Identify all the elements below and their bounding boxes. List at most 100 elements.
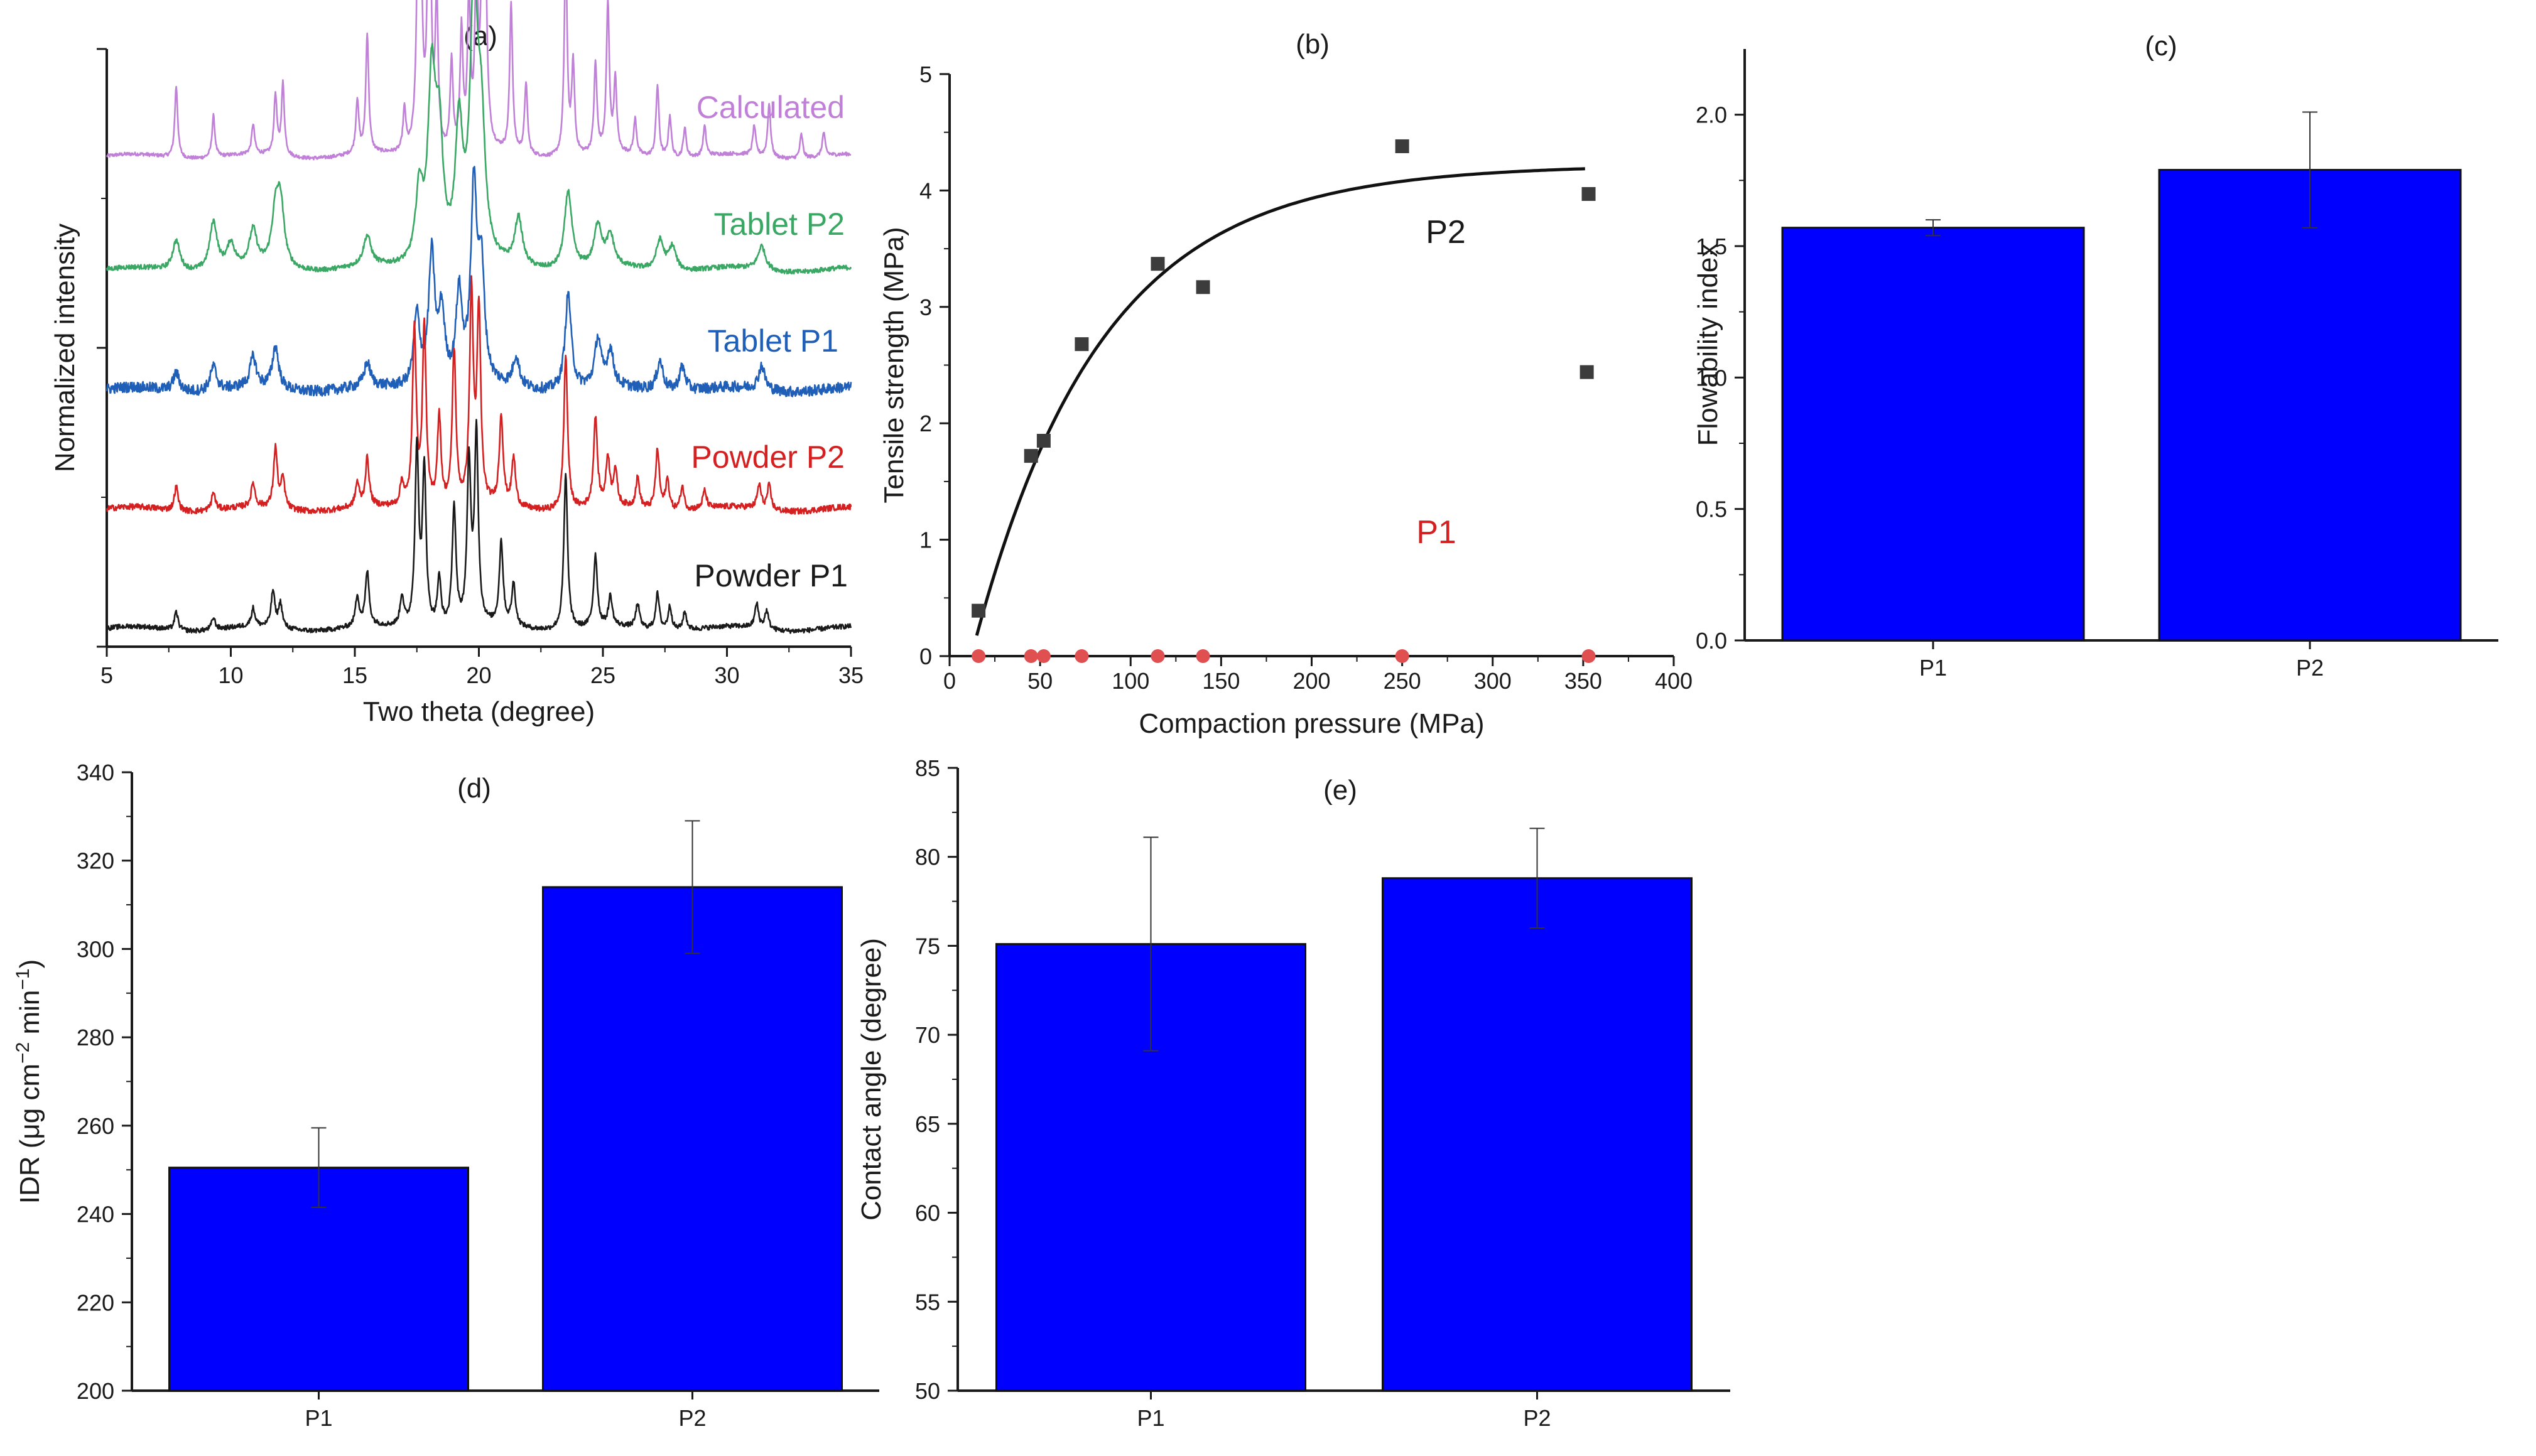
y-tick-label: 50 xyxy=(915,1378,940,1404)
panel-label-e: (e) xyxy=(1323,775,1357,806)
x-tick-label: 35 xyxy=(838,662,864,688)
y-axis-label: Contact angle (degree) xyxy=(856,938,887,1221)
y-tick-label: 240 xyxy=(77,1202,114,1227)
y-axis-label-part: −1 xyxy=(13,968,33,990)
y-axis-label: Tensile strength (MPa) xyxy=(879,227,909,503)
series-line-tablet-p1 xyxy=(106,166,852,397)
y-tick-label: 2.0 xyxy=(1696,102,1727,128)
y-axis-label-part: ) xyxy=(14,959,45,969)
legend-label: Tablet P1 xyxy=(708,323,838,359)
panel-d: 200 220 240 260 280 300 320 340 P1 P2 (d) IDR (μg c… xyxy=(13,760,879,1431)
y-axis-label-part: IDR (μg cm xyxy=(14,1064,45,1204)
data-point-p2 xyxy=(1036,434,1051,448)
x-tick-label: 250 xyxy=(1384,668,1421,694)
y-tick-label: 0.0 xyxy=(1696,628,1727,654)
data-point-p2 xyxy=(972,603,986,618)
x-tick-label: 150 xyxy=(1202,668,1240,694)
y-axis-label: Normalized intensity xyxy=(50,224,80,472)
panel-label-c: (c) xyxy=(2145,31,2177,62)
bar-p2 xyxy=(1382,877,1693,1392)
x-tick-label: 5 xyxy=(100,662,113,688)
bar-p1 xyxy=(1781,227,2085,642)
annotation-p2: P2 xyxy=(1426,214,1466,251)
x-tick-label: 400 xyxy=(1655,668,1693,694)
panel-b: 0 50 100 150 200 250 300 350 400 0 1 2 3 4 5 Compaction… xyxy=(879,29,1693,739)
x-tick-label: P2 xyxy=(1523,1405,1551,1431)
x-tick-label: 25 xyxy=(590,662,615,688)
y-tick-label: 5 xyxy=(919,62,932,87)
y-axis-label-part: min xyxy=(14,990,45,1042)
y-tick-label: 65 xyxy=(915,1111,940,1137)
data-point-p2 xyxy=(1196,280,1210,294)
y-tick-label: 1 xyxy=(919,527,932,553)
data-point-p2 xyxy=(1024,449,1038,463)
y-tick-label: 300 xyxy=(77,936,114,962)
panel-label-b: (b) xyxy=(1296,29,1330,60)
x-tick-label: 100 xyxy=(1112,668,1149,694)
y-tick-label: 320 xyxy=(77,848,114,874)
data-point-p1 xyxy=(1581,649,1596,663)
x-tick-label: P2 xyxy=(678,1405,706,1431)
x-tick-label: 20 xyxy=(466,662,491,688)
data-point-p2 xyxy=(1580,365,1594,379)
y-tick-label: 2 xyxy=(919,411,932,436)
y-axis-label: IDR (μg cm−2 min−1) xyxy=(13,959,46,1204)
data-point-p1 xyxy=(972,649,986,663)
legend-label: Powder P1 xyxy=(694,558,848,593)
y-tick-label: 220 xyxy=(77,1290,114,1315)
x-tick-label: 30 xyxy=(714,662,739,688)
y-tick-label: 200 xyxy=(77,1378,114,1404)
y-tick-label: 4 xyxy=(919,178,932,203)
fit-curve-p2 xyxy=(975,167,1585,636)
x-axis-label: Two theta (degree) xyxy=(363,696,595,727)
panel-a: 5 10 15 20 25 30 35 Two theta (degree) Normalize… xyxy=(50,0,864,727)
x-tick-label: P1 xyxy=(305,1405,332,1431)
y-tick-label: 0 xyxy=(919,644,932,669)
y-tick-label: 70 xyxy=(915,1022,940,1048)
y-tick-label: 85 xyxy=(915,755,940,781)
bar-p2 xyxy=(542,886,843,1392)
panel-label-d: (d) xyxy=(457,773,491,804)
data-point-p1 xyxy=(1151,649,1165,663)
data-point-p1 xyxy=(1024,649,1038,663)
data-point-p2 xyxy=(1151,257,1165,271)
y-tick-label: 80 xyxy=(915,844,940,870)
x-tick-label: 15 xyxy=(342,662,367,688)
legend-label: Powder P2 xyxy=(691,439,845,475)
x-tick-label: P1 xyxy=(1919,655,1947,681)
x-tick-label: 200 xyxy=(1292,668,1330,694)
data-point-p2 xyxy=(1395,139,1409,153)
y-tick-label: 280 xyxy=(77,1025,114,1050)
x-tick-label: P2 xyxy=(2296,655,2324,681)
y-tick-label: 260 xyxy=(77,1113,114,1139)
legend-label: Tablet P2 xyxy=(714,207,845,242)
panel-c: 0.0 0.5 1.0 1.5 2.0 P1 P2 (c) Flowability index xyxy=(1693,31,2498,681)
x-tick-label: 350 xyxy=(1564,668,1602,694)
x-axis-label: Compaction pressure (MPa) xyxy=(1139,708,1484,739)
x-tick-label: 0 xyxy=(943,668,956,694)
series-line-powder-p2 xyxy=(106,275,852,515)
data-point-p1 xyxy=(1075,649,1089,663)
bar-p2 xyxy=(2158,169,2462,642)
y-tick-label: 1.5 xyxy=(1696,234,1727,259)
y-axis-label: Flowability index xyxy=(1693,244,1723,446)
y-tick-label: 340 xyxy=(77,760,114,785)
series-line-powder-p1 xyxy=(106,419,852,634)
panel-e: 50 55 60 65 70 75 80 85 P1 P2 (e) Contact angle (de… xyxy=(856,755,1730,1431)
y-tick-label: 75 xyxy=(915,933,940,959)
y-tick-label: 3 xyxy=(919,294,932,320)
x-tick-label: 50 xyxy=(1027,668,1053,694)
legend-label: Calculated xyxy=(696,90,845,125)
x-tick-label: 300 xyxy=(1474,668,1512,694)
data-point-p1 xyxy=(1036,649,1051,663)
data-point-p2 xyxy=(1075,337,1089,352)
annotation-p1: P1 xyxy=(1416,514,1456,551)
data-point-p1 xyxy=(1196,649,1210,663)
series-line-tablet-p2 xyxy=(106,0,852,275)
x-tick-label: 10 xyxy=(218,662,243,688)
data-point-p1 xyxy=(1395,649,1409,663)
series-line-calculated xyxy=(106,0,852,161)
data-point-p2 xyxy=(1581,186,1596,201)
x-tick-label: P1 xyxy=(1137,1405,1164,1431)
